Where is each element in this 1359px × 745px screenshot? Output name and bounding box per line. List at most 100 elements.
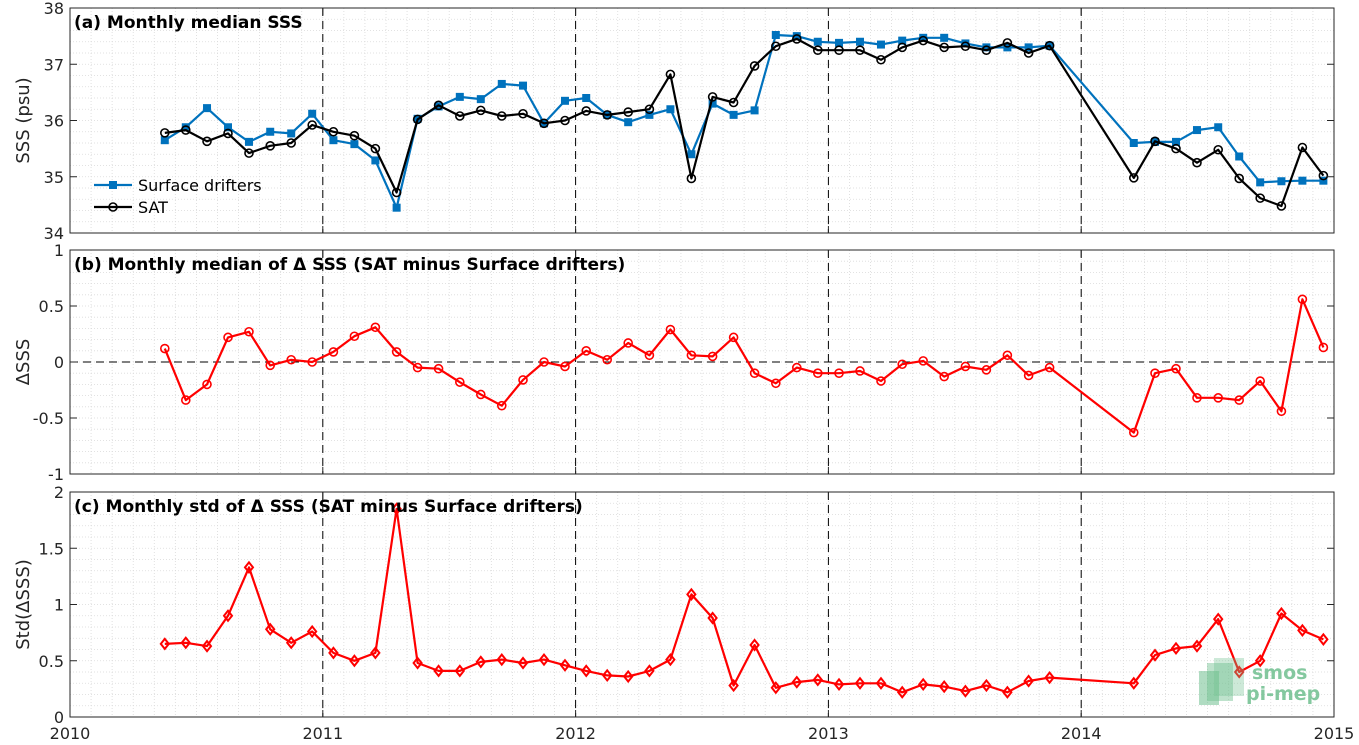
data-point	[707, 351, 718, 362]
data-point	[644, 350, 655, 361]
data-point	[791, 362, 802, 373]
logo-text: smos	[1252, 662, 1307, 684]
data-point	[203, 104, 212, 113]
data-point	[1044, 40, 1055, 51]
data-point	[180, 125, 191, 135]
data-point	[582, 94, 591, 102]
data-point	[285, 636, 297, 650]
data-point	[1044, 671, 1055, 685]
data-point	[960, 361, 971, 372]
data-point	[771, 41, 781, 52]
data-point	[707, 92, 718, 102]
data-point	[159, 637, 171, 651]
x-tick-label: 2011	[302, 724, 343, 743]
data-point	[391, 347, 402, 357]
data-point	[897, 359, 908, 370]
y-tick-label: 36	[44, 112, 64, 131]
data-point	[981, 45, 992, 55]
data-point	[981, 365, 992, 375]
data-point	[1024, 43, 1033, 52]
data-point	[244, 326, 254, 337]
series-sat	[160, 34, 1329, 211]
panel-title: (a) Monthly median SSS	[74, 13, 303, 33]
panel-c: 2010 2011 2012 2013 2014 2015 0 0.5 1 1.5 2 Std(ΔSS…	[13, 483, 1354, 743]
data-point	[350, 140, 359, 149]
data-point	[160, 128, 170, 138]
y-tick-label: -0.5	[33, 409, 64, 428]
data-point	[812, 673, 824, 687]
data-point	[981, 678, 992, 693]
data-point	[412, 656, 423, 670]
data-point	[412, 114, 423, 125]
data-point	[939, 371, 949, 382]
data-point	[1171, 143, 1181, 154]
data-point	[328, 347, 339, 357]
data-point	[538, 653, 550, 667]
data-point	[370, 646, 381, 660]
data-point	[686, 173, 697, 184]
data-point	[223, 128, 233, 139]
data-point	[623, 107, 633, 117]
data-point	[1191, 639, 1203, 653]
data-point	[835, 38, 844, 47]
data-point	[243, 560, 255, 574]
data-point	[812, 368, 823, 379]
data-point	[1255, 193, 1265, 203]
y-tick-label: 0.5	[39, 297, 64, 316]
data-point	[497, 79, 506, 88]
data-point	[539, 118, 549, 129]
data-point	[1255, 376, 1265, 386]
data-point	[1276, 606, 1287, 621]
data-point	[729, 110, 738, 119]
data-point	[160, 343, 170, 354]
data-point	[644, 104, 655, 115]
data-point	[349, 130, 360, 141]
series-b-0	[160, 294, 1329, 438]
data-point	[623, 338, 633, 348]
data-point	[728, 97, 739, 108]
data-point	[665, 324, 676, 335]
data-point	[581, 106, 592, 116]
data-point	[1234, 173, 1244, 184]
data-point	[1149, 648, 1161, 662]
data-point	[370, 322, 381, 333]
data-point	[750, 106, 759, 115]
data-point	[960, 684, 971, 698]
data-point	[686, 350, 697, 361]
data-point	[1277, 177, 1286, 186]
data-point	[201, 639, 213, 653]
data-point	[1150, 368, 1160, 379]
data-point	[581, 345, 592, 356]
data-point	[560, 115, 570, 126]
y-tick-label: 38	[44, 0, 64, 18]
data-point	[749, 368, 760, 379]
data-point	[1318, 342, 1329, 353]
data-point	[1129, 139, 1138, 147]
data-point	[1213, 393, 1224, 403]
panel-title: (c) Monthly std of Δ SSS (SAT minus Surf…	[74, 497, 583, 517]
data-point	[666, 105, 675, 114]
data-point	[601, 668, 613, 682]
series-line	[164, 37, 1325, 208]
data-point	[1023, 674, 1034, 688]
data-point	[875, 676, 887, 690]
data-point	[349, 331, 360, 342]
x-tick-label: 2010	[50, 724, 91, 743]
data-point	[496, 111, 507, 121]
data-point	[687, 150, 696, 159]
data-point	[728, 678, 739, 693]
panel-a: 34 35 36 37 38 SSS (psu) (a) Monthly median SS…	[13, 0, 1335, 243]
logo-shape	[1199, 671, 1219, 705]
data-point	[328, 646, 339, 660]
legend-label: SAT	[138, 198, 168, 217]
legend-label: Surface drifters	[138, 176, 262, 195]
data-point	[940, 33, 949, 42]
data-point	[1150, 136, 1160, 147]
data-point	[286, 138, 297, 148]
y-tick-label: 0	[54, 708, 64, 727]
data-point	[1276, 406, 1287, 417]
data-point	[307, 357, 317, 367]
data-point	[770, 681, 782, 695]
data-point	[1128, 676, 1140, 690]
data-point	[476, 95, 485, 104]
